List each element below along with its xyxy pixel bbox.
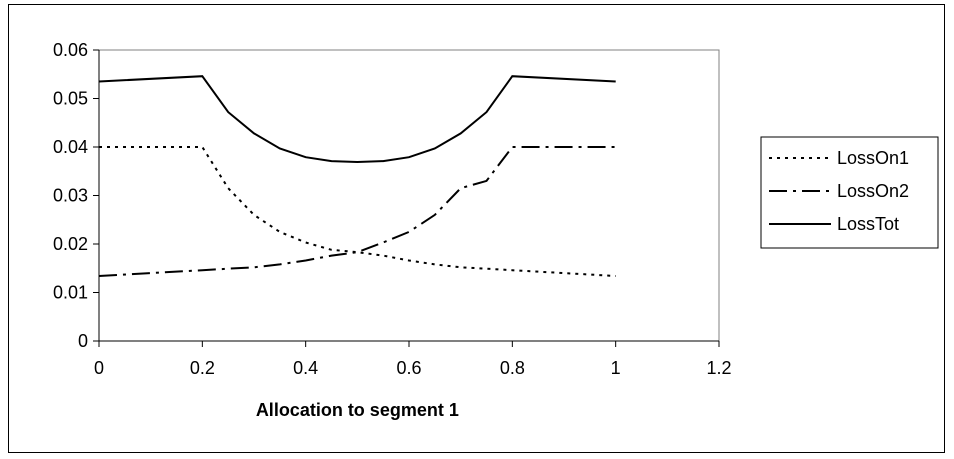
plot-area: [98, 49, 720, 342]
y-tick-label: 0.02: [53, 234, 88, 254]
x-tick-label: 0.4: [293, 358, 318, 378]
series-line-losson2: [98, 146, 616, 277]
y-tick-label: 0.05: [53, 89, 88, 109]
x-tick-label: 1.2: [706, 358, 731, 378]
legend-box: [760, 136, 939, 249]
y-tick-label: 0.03: [53, 186, 88, 206]
x-axis-title: Allocation to segment 1: [256, 400, 459, 420]
legend: LossOn1 LossOn2 LossTot: [760, 136, 939, 249]
x-tick-label: 1: [611, 358, 621, 378]
legend-label-losson1: LossOn1: [837, 148, 909, 168]
x-tick-label: 0: [94, 358, 104, 378]
y-tick-label: 0.06: [53, 40, 88, 60]
series-line-losstot: [98, 75, 616, 164]
legend-label-losson2: LossOn2: [837, 181, 909, 201]
y-tick-label: 0.04: [53, 137, 88, 157]
series-layer: [98, 75, 616, 277]
x-tick-label: 0.2: [190, 358, 215, 378]
series-line-losson1: [99, 146, 616, 277]
y-axis: 0 0.01 0.02 0.03 0.04 0.05 0.06: [53, 40, 100, 351]
x-tick-label: 0.8: [500, 358, 525, 378]
y-tick-label: 0: [78, 331, 88, 351]
legend-label-losstot: LossTot: [837, 214, 899, 234]
x-tick-label: 0.6: [396, 358, 421, 378]
y-tick-label: 0.01: [53, 283, 88, 303]
x-axis: 0 0.2 0.4 0.6 0.8 1 1.2: [94, 340, 732, 378]
